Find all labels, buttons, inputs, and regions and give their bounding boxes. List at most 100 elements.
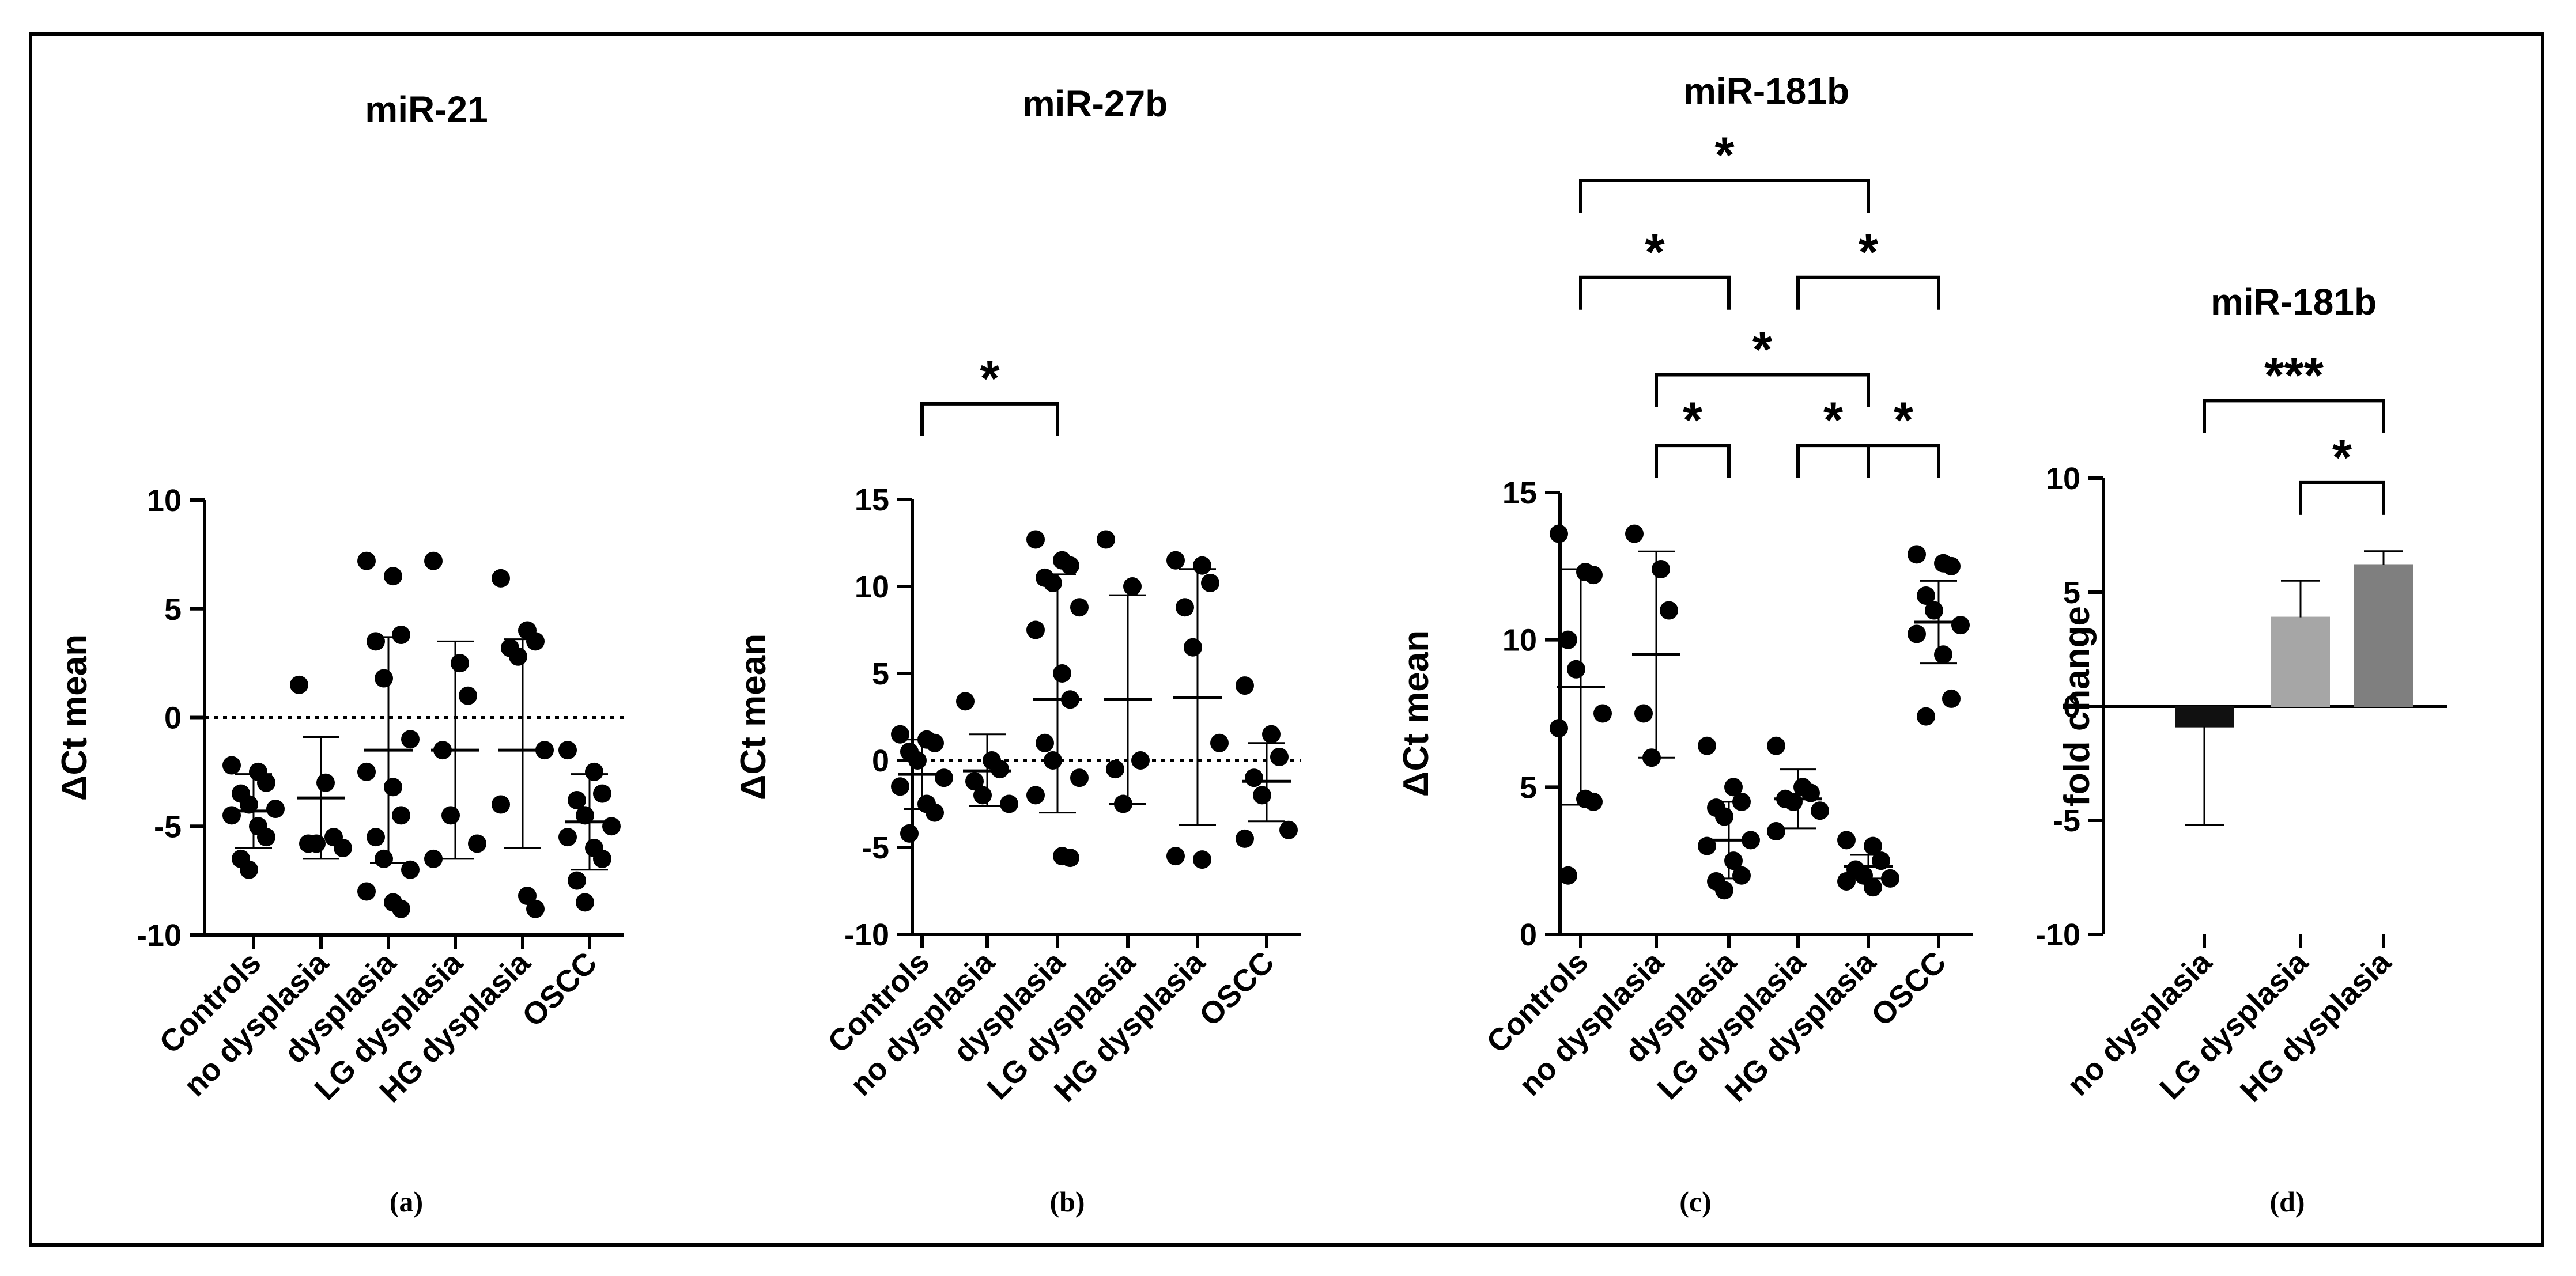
- data-point: [1184, 638, 1202, 657]
- x-category-label: OSCC: [1193, 945, 1281, 1033]
- significance-bracket: [1796, 275, 1940, 310]
- data-point: [1837, 831, 1856, 850]
- data-point: [1625, 524, 1644, 543]
- significance-bracket: [1867, 444, 1940, 478]
- data-point: [1236, 829, 1254, 848]
- data-point: [1715, 881, 1733, 900]
- data-point: [424, 551, 443, 570]
- data-point: [1193, 556, 1211, 575]
- data-point: [257, 828, 275, 847]
- data-point: [1061, 849, 1079, 868]
- data-point: [1193, 850, 1211, 869]
- data-point: [1201, 573, 1219, 592]
- data-point: [585, 762, 603, 781]
- significance-bracket: [1796, 444, 1870, 478]
- data-point: [1166, 847, 1185, 866]
- panel-label: (a): [390, 1186, 423, 1218]
- significance-label: *: [1645, 224, 1665, 281]
- data-point: [401, 730, 420, 749]
- data-point: [266, 800, 285, 819]
- data-point: [1550, 719, 1568, 738]
- panel-label: (b): [1049, 1186, 1085, 1218]
- data-point: [257, 773, 275, 792]
- data-point: [926, 803, 944, 822]
- data-point: [290, 675, 308, 694]
- data-point: [593, 849, 611, 868]
- data-point: [1097, 530, 1115, 549]
- y-tick-label: 10: [2046, 461, 2080, 496]
- y-tick-label: -10: [137, 918, 182, 953]
- y-tick-label: 5: [2063, 575, 2080, 610]
- data-point: [1908, 624, 1926, 643]
- y-axis-label: ΔCt mean: [1396, 630, 1436, 797]
- data-point: [1253, 786, 1271, 805]
- data-point: [526, 899, 545, 918]
- data-point: [1176, 598, 1194, 617]
- y-tick-label: -5: [154, 809, 182, 844]
- panel-label: (d): [2269, 1186, 2305, 1218]
- data-point: [401, 860, 420, 879]
- y-tick-label: -5: [862, 831, 889, 865]
- significance-bracket: [1655, 373, 1870, 407]
- data-point: [1652, 559, 1670, 578]
- data-point: [441, 806, 460, 825]
- data-point: [568, 871, 586, 890]
- x-category-label: OSCC: [1865, 945, 1953, 1033]
- data-point: [334, 839, 352, 857]
- data-point: [568, 790, 586, 809]
- y-tick-label: -5: [2053, 804, 2080, 838]
- data-point: [1908, 545, 1926, 564]
- data-point: [1567, 660, 1585, 679]
- data-point: [1811, 801, 1829, 820]
- data-point: [1767, 822, 1785, 841]
- significance-bracket: [1579, 275, 1731, 310]
- bar: [2175, 706, 2234, 728]
- y-tick-label: 10: [147, 483, 182, 518]
- significance-label: *: [1683, 391, 1703, 448]
- data-point: [307, 834, 326, 853]
- y-tick-label: 5: [164, 592, 182, 627]
- chart-title: miR-181b: [2211, 281, 2377, 323]
- data-point: [459, 686, 477, 705]
- data-point: [1864, 836, 1882, 855]
- data-point: [1061, 556, 1079, 575]
- data-point: [1262, 725, 1281, 744]
- data-point: [1925, 601, 1943, 620]
- data-point: [1837, 872, 1856, 891]
- significance-label: ***: [2264, 346, 2324, 403]
- significance-label: *: [980, 350, 1000, 407]
- figure-frame: [29, 32, 2544, 1247]
- data-point: [891, 725, 909, 744]
- data-point: [367, 632, 385, 651]
- y-tick-label: -10: [844, 918, 889, 952]
- data-point: [1279, 820, 1298, 839]
- data-point: [357, 762, 376, 781]
- data-point: [1698, 736, 1716, 755]
- data-point: [1881, 869, 1899, 888]
- data-point: [1660, 601, 1678, 620]
- data-point: [375, 669, 393, 688]
- data-point: [451, 654, 469, 673]
- data-point: [392, 806, 410, 825]
- data-point: [1917, 586, 1935, 605]
- data-point: [424, 849, 443, 868]
- data-point: [1166, 551, 1185, 570]
- significance-label: *: [1752, 320, 1773, 377]
- x-category-label: HG dysplasia: [2234, 944, 2398, 1108]
- data-point: [392, 899, 410, 918]
- y-tick-label: -10: [2035, 918, 2080, 952]
- data-point: [1732, 866, 1751, 885]
- significance-bracket: [2203, 399, 2385, 433]
- data-point: [468, 834, 486, 853]
- significance-label: *: [1714, 126, 1735, 183]
- x-category-label: OSCC: [516, 945, 604, 1033]
- data-point: [492, 795, 510, 814]
- chart-title: miR-27b: [1022, 83, 1168, 124]
- chart-title: miR-181b: [1683, 70, 1849, 112]
- data-point: [558, 741, 577, 760]
